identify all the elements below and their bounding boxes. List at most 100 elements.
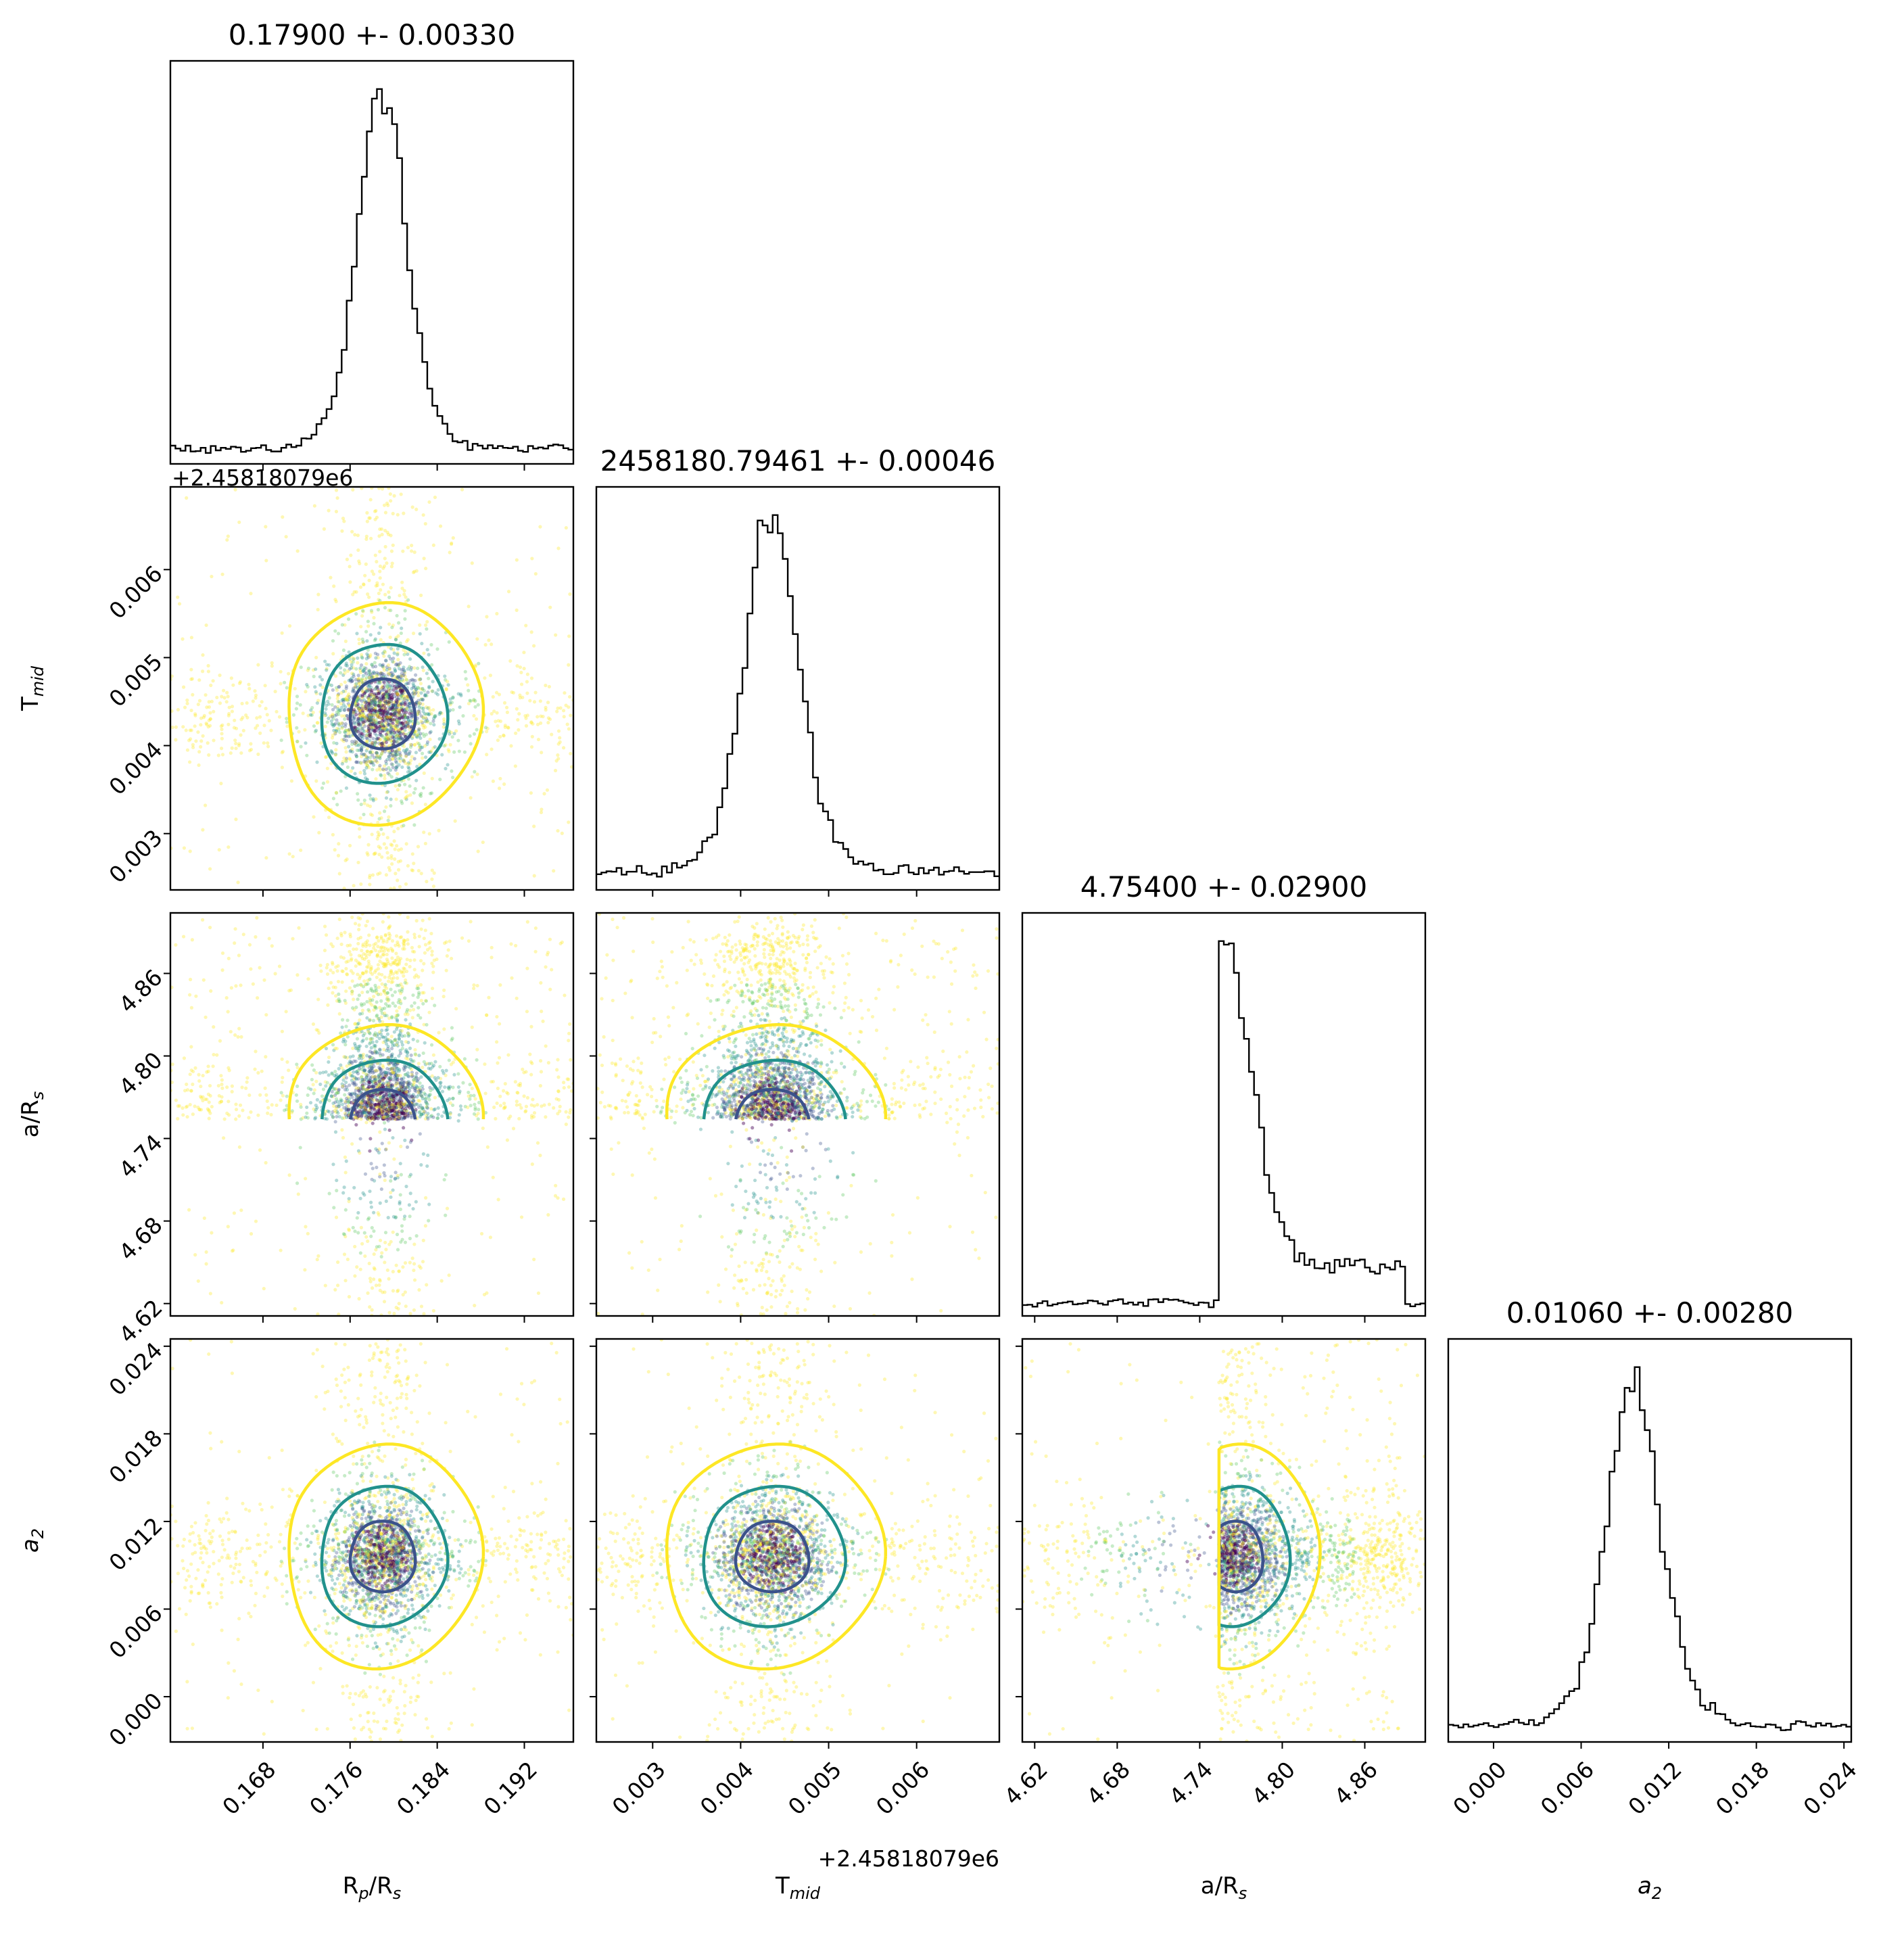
sample-point: [533, 690, 538, 694]
sample-point: [387, 1106, 392, 1110]
scatter-panel-rprs-ars: 4.624.684.744.804.86: [114, 912, 575, 1348]
sample-point: [386, 736, 390, 741]
sample-point: [364, 1108, 368, 1112]
sample-point: [366, 759, 370, 763]
sample-point: [380, 723, 384, 727]
sample-point: [357, 681, 361, 685]
sample-point: [208, 717, 212, 721]
sample-point: [314, 655, 318, 659]
sample-point: [375, 685, 379, 689]
sample-point: [371, 671, 375, 676]
sample-point: [299, 848, 303, 852]
sample-point: [392, 717, 396, 722]
sample-point: [335, 700, 340, 704]
sample-point: [390, 993, 394, 997]
sample-point: [371, 1121, 375, 1125]
sample-point: [206, 669, 210, 674]
sample-point: [406, 930, 410, 934]
sample-point: [390, 712, 394, 716]
sample-point: [539, 810, 544, 814]
sample-point: [530, 1061, 534, 1066]
sample-point: [425, 648, 429, 652]
sample-point: [427, 684, 431, 688]
sample-point: [419, 746, 423, 750]
sample-point: [505, 1138, 510, 1142]
sample-point: [352, 711, 356, 715]
sample-point: [528, 699, 532, 703]
sample-point: [396, 1288, 400, 1292]
sample-point: [176, 1116, 180, 1121]
sample-point: [402, 710, 406, 714]
sample-point: [340, 969, 344, 973]
sample-point: [510, 976, 514, 980]
sample-point: [404, 797, 408, 801]
sample-point: [372, 1078, 377, 1082]
sample-point: [329, 968, 333, 972]
sample-point: [423, 1093, 427, 1097]
sample-point: [391, 703, 396, 708]
sample-point: [377, 710, 381, 714]
sample-point: [366, 756, 370, 760]
sample-point: [256, 1113, 260, 1117]
sample-point: [394, 700, 399, 704]
sample-point: [364, 760, 368, 764]
sample-point: [402, 1085, 406, 1090]
sample-point: [519, 1106, 523, 1110]
sample-point: [475, 983, 479, 988]
sample-point: [279, 669, 283, 674]
sample-point: [402, 673, 406, 677]
sample-point: [363, 719, 367, 723]
sample-point: [485, 726, 490, 730]
sample-point: [377, 755, 381, 759]
sample-point: [368, 718, 373, 722]
sample-point: [519, 682, 524, 686]
sample-point: [385, 1082, 389, 1086]
sample-point: [353, 922, 358, 926]
sample-point: [354, 760, 358, 764]
sample-point: [399, 689, 403, 693]
sample-point: [386, 856, 390, 860]
sample-point: [343, 671, 347, 675]
sample-point: [325, 720, 329, 724]
sample-point: [404, 733, 408, 737]
sample-point: [381, 1100, 386, 1104]
sample-point: [416, 686, 421, 690]
sample-point: [400, 1237, 404, 1242]
sample-point: [361, 1033, 365, 1037]
sample-point: [390, 740, 394, 744]
sample-point: [491, 694, 495, 699]
sample-point: [408, 701, 412, 705]
sample-point: [342, 1232, 347, 1237]
sample-point: [226, 534, 230, 538]
sample-point: [387, 666, 391, 671]
sample-point: [396, 1014, 400, 1018]
sample-point: [417, 727, 421, 731]
sample-point: [511, 690, 516, 695]
sample-point: [371, 813, 375, 818]
sample-point: [196, 703, 200, 707]
sample-point: [422, 726, 426, 730]
sample-point: [343, 724, 348, 728]
sample-point: [351, 690, 355, 694]
sample-point: [482, 1292, 487, 1297]
sample-point: [382, 1300, 387, 1304]
sample-point: [337, 727, 341, 731]
sample-point: [375, 697, 379, 701]
sample-point: [366, 1291, 370, 1295]
sample-point: [387, 703, 391, 707]
sample-point: [394, 724, 398, 728]
sample-point: [382, 1171, 386, 1175]
sample-point: [234, 726, 239, 730]
sample-point: [404, 699, 409, 703]
sample-point: [354, 726, 358, 730]
sample-point: [385, 1027, 389, 1032]
sample-point: [378, 720, 382, 725]
sample-point: [375, 1111, 379, 1115]
sample-point: [387, 645, 391, 649]
sample-point: [388, 715, 392, 720]
sample-point: [375, 726, 379, 730]
sample-point: [381, 729, 385, 733]
sample-point: [347, 1295, 352, 1299]
sample-point: [395, 1093, 399, 1098]
sample-point: [185, 1114, 189, 1119]
